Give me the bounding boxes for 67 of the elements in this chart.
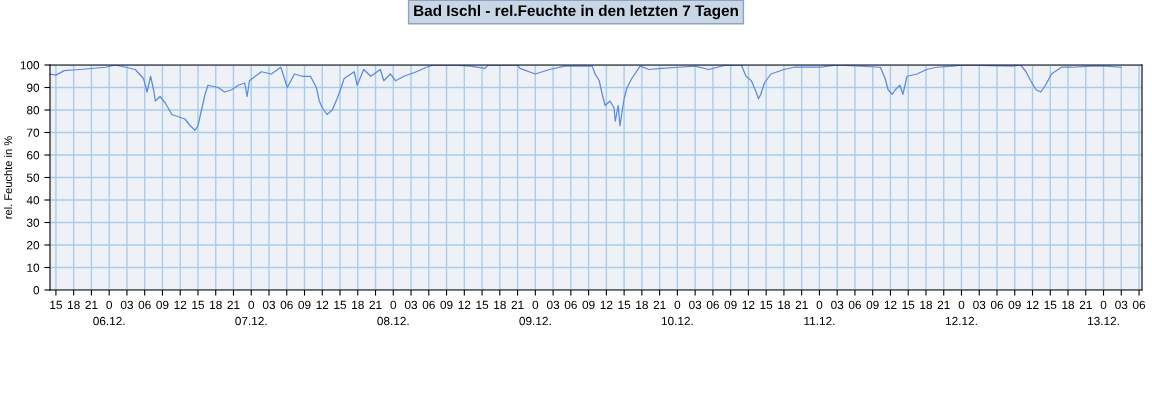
x-tick-label: 18 — [68, 300, 80, 310]
x-tick-label: 03 — [831, 300, 844, 310]
x-tick-label: 06 — [138, 300, 151, 310]
y-tick-label: 50 — [26, 173, 40, 182]
x-tick-label: 09 — [440, 300, 453, 310]
y-tick-label: 90 — [27, 83, 40, 92]
y-tick-label: 100 — [20, 61, 40, 70]
y-tick-label: 20 — [27, 241, 40, 250]
x-tick-label: 03 — [404, 300, 418, 310]
x-tick-label: 03 — [120, 300, 133, 310]
y-tick-label: 60 — [27, 151, 40, 160]
chart-title: Bad Ischl - rel.Feuchte in den letzten 7 Tagen — [414, 4, 738, 20]
x-tick-label: 06 — [1132, 300, 1146, 310]
x-tick-label: 12 — [174, 300, 187, 309]
x-tick-label: 18 — [1062, 300, 1075, 310]
y-tick-label: 10 — [27, 263, 40, 272]
x-tick-label: 06 — [280, 300, 293, 310]
y-tick-label: 30 — [26, 218, 40, 227]
x-tick-label: 12 — [1026, 300, 1039, 309]
x-tick-label: 18 — [920, 300, 933, 310]
x-tick-label: 21 — [85, 300, 98, 309]
x-tick-label: 21 — [937, 300, 950, 309]
x-tick-label: 09 — [1008, 300, 1021, 310]
x-tick-label: 03 — [262, 300, 276, 310]
x-tick-label: 03 — [973, 300, 986, 310]
x-tick-label: 03 — [546, 300, 560, 310]
x-tick-label: 06 — [564, 300, 577, 310]
x-tick-label: 09 — [298, 300, 311, 310]
x-tick-label: 12 — [742, 300, 755, 309]
x-tick-label: 06 — [706, 300, 719, 310]
x-tick-label: 15 — [760, 300, 773, 310]
x-tick-label: 09 — [866, 300, 879, 310]
x-tick-label: 09 — [582, 300, 595, 310]
y-tick-label: 40 — [26, 196, 40, 205]
x-tick-label: 21 — [369, 300, 382, 309]
x-tick-label: 09 — [724, 300, 737, 310]
y-tick-label: 0 — [33, 286, 40, 295]
x-tick-label: 18 — [352, 300, 364, 310]
x-tick-label: 03 — [689, 300, 702, 310]
x-tick-label: 03 — [1115, 300, 1128, 310]
x-tick-label: 21 — [227, 300, 240, 309]
x-tick-label: 12 — [458, 300, 471, 309]
y-axis-title: rel. Feuchte in % — [3, 136, 13, 219]
x-tick-label: 12 — [316, 300, 329, 309]
x-tick-label: 18 — [494, 300, 506, 310]
x-tick-label: 18 — [636, 300, 648, 310]
x-tick-label: 12 — [600, 300, 613, 309]
x-tick-label: 18 — [210, 300, 222, 310]
x-tick-label: 15 — [50, 300, 62, 310]
x-tick-label: 15 — [618, 300, 631, 310]
x-tick-label: 21 — [795, 300, 808, 309]
x-tick-label: 06 — [848, 300, 861, 310]
x-tick-label: 15 — [476, 300, 489, 310]
x-tick-label: 06 — [990, 300, 1004, 310]
x-tick-label: 15 — [902, 300, 915, 310]
x-tick-label: 06 — [422, 300, 435, 310]
y-tick-label: 70 — [27, 128, 40, 137]
y-tick-label: 80 — [26, 106, 40, 115]
x-tick-label: 21 — [653, 300, 666, 309]
x-tick-label: 15 — [192, 300, 205, 310]
x-tick-label: 09 — [156, 300, 169, 310]
x-tick-label: 21 — [511, 300, 524, 309]
x-tick-label: 21 — [1079, 300, 1092, 309]
x-tick-label: 12 — [884, 300, 897, 309]
x-tick-label: 15 — [334, 300, 347, 310]
x-tick-label: 18 — [778, 300, 790, 310]
x-tick-label: 15 — [1044, 300, 1057, 310]
